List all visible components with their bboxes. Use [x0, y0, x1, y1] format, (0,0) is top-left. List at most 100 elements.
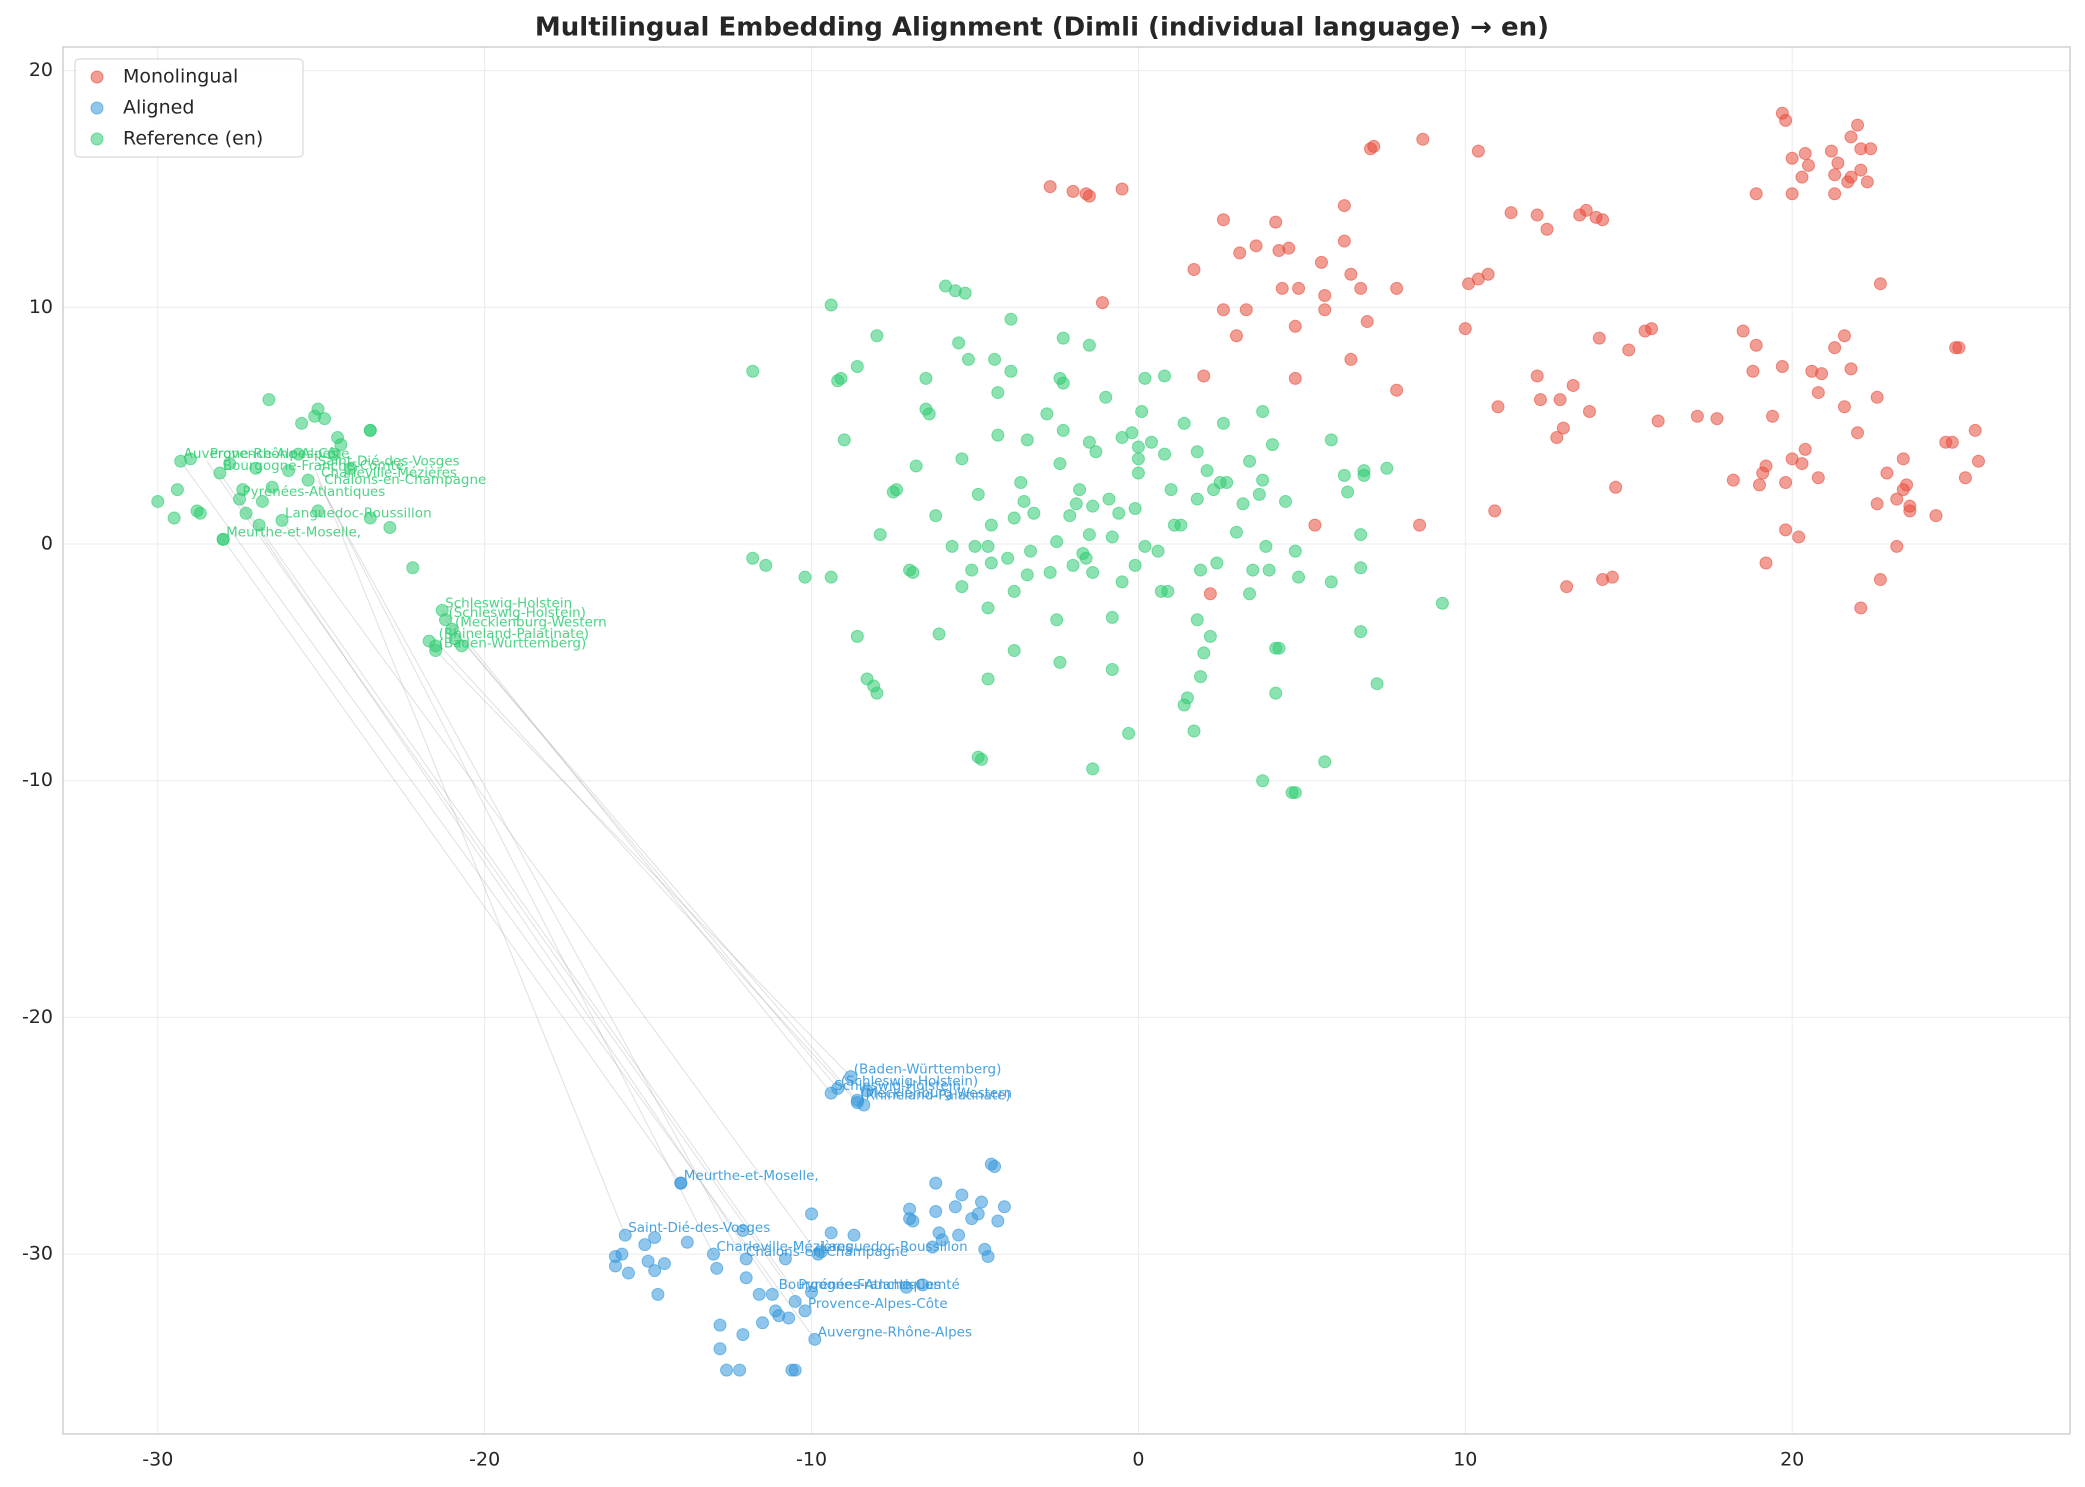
point	[1131, 452, 1145, 466]
reference-label: (Mecklenburg-Western	[455, 614, 607, 630]
point	[1082, 338, 1096, 352]
point	[1194, 670, 1208, 684]
point	[1194, 563, 1208, 577]
point	[1792, 530, 1806, 544]
point	[1099, 390, 1113, 404]
point	[1001, 551, 1015, 565]
point	[1560, 580, 1574, 594]
point	[638, 1238, 652, 1252]
point	[1354, 281, 1368, 295]
point	[929, 509, 943, 523]
point	[1318, 289, 1332, 303]
point	[1138, 539, 1152, 553]
point	[1749, 338, 1763, 352]
point	[167, 511, 181, 525]
point	[1854, 601, 1868, 615]
point	[1115, 182, 1129, 196]
series	[151, 279, 1449, 800]
legend-box	[74, 58, 304, 158]
point	[929, 1205, 943, 1219]
point	[1243, 587, 1257, 601]
alignment-link	[320, 487, 744, 1260]
point	[1824, 144, 1838, 158]
point	[952, 1228, 966, 1242]
point	[870, 329, 884, 343]
point	[438, 613, 452, 627]
point	[1050, 535, 1064, 549]
reference-label: Charleville-Mézières	[321, 465, 457, 481]
point	[1337, 234, 1351, 248]
point	[1066, 184, 1080, 198]
point	[1958, 471, 1972, 485]
point	[733, 1363, 747, 1377]
aligned-label: Pyrénées-Atlantiques	[798, 1277, 941, 1293]
point	[1243, 454, 1257, 468]
point	[1837, 329, 1851, 343]
point	[1216, 416, 1230, 430]
point	[971, 487, 985, 501]
point	[406, 561, 420, 575]
point	[1014, 476, 1028, 490]
point	[1370, 677, 1384, 691]
point	[1144, 435, 1158, 449]
point	[906, 1214, 920, 1228]
point	[429, 639, 443, 653]
point	[984, 518, 998, 532]
point	[1252, 487, 1266, 501]
point	[1556, 421, 1570, 435]
point	[1086, 762, 1100, 776]
point	[1390, 281, 1404, 295]
point	[824, 570, 838, 584]
point	[1190, 613, 1204, 627]
point	[1380, 461, 1394, 475]
point	[1530, 369, 1544, 383]
point	[1318, 303, 1332, 317]
point	[1053, 655, 1067, 669]
point	[1151, 544, 1165, 558]
point	[255, 494, 269, 508]
point	[1050, 613, 1064, 627]
alignment-link	[445, 619, 839, 1089]
point	[1017, 494, 1031, 508]
point	[239, 506, 253, 520]
aligned-label: Languedoc-Roussillon	[821, 1239, 968, 1255]
alignment-link	[206, 460, 806, 1312]
plot-frame	[62, 46, 2071, 1435]
point	[1354, 561, 1368, 575]
point	[1265, 438, 1279, 452]
point	[1553, 393, 1567, 407]
point	[1190, 445, 1204, 459]
point	[798, 1304, 812, 1318]
point	[1337, 199, 1351, 213]
point	[363, 423, 377, 437]
point	[1775, 360, 1789, 374]
reference-label: (Baden-Württemberg)	[439, 636, 587, 652]
point	[608, 1259, 622, 1273]
point	[1890, 539, 1904, 553]
x-tick-label: -10	[796, 1449, 827, 1471]
point	[262, 393, 276, 407]
y-tick-label: -10	[22, 769, 53, 791]
point	[1082, 528, 1096, 542]
point	[988, 1160, 1002, 1174]
point	[1354, 625, 1368, 639]
point	[824, 1226, 838, 1240]
point	[1102, 492, 1116, 506]
point	[975, 752, 989, 766]
point	[327, 447, 341, 461]
point	[873, 528, 887, 542]
point	[1779, 523, 1793, 537]
alignment-link	[239, 498, 796, 1293]
series	[608, 1070, 1011, 1377]
point	[965, 563, 979, 577]
point	[746, 551, 760, 565]
point	[831, 1081, 845, 1095]
point	[1710, 412, 1724, 426]
point	[170, 483, 184, 497]
point	[955, 580, 969, 594]
point	[1007, 584, 1021, 598]
point	[1324, 433, 1338, 447]
point	[1020, 568, 1034, 582]
legend-label: Monolingual	[123, 66, 238, 88]
